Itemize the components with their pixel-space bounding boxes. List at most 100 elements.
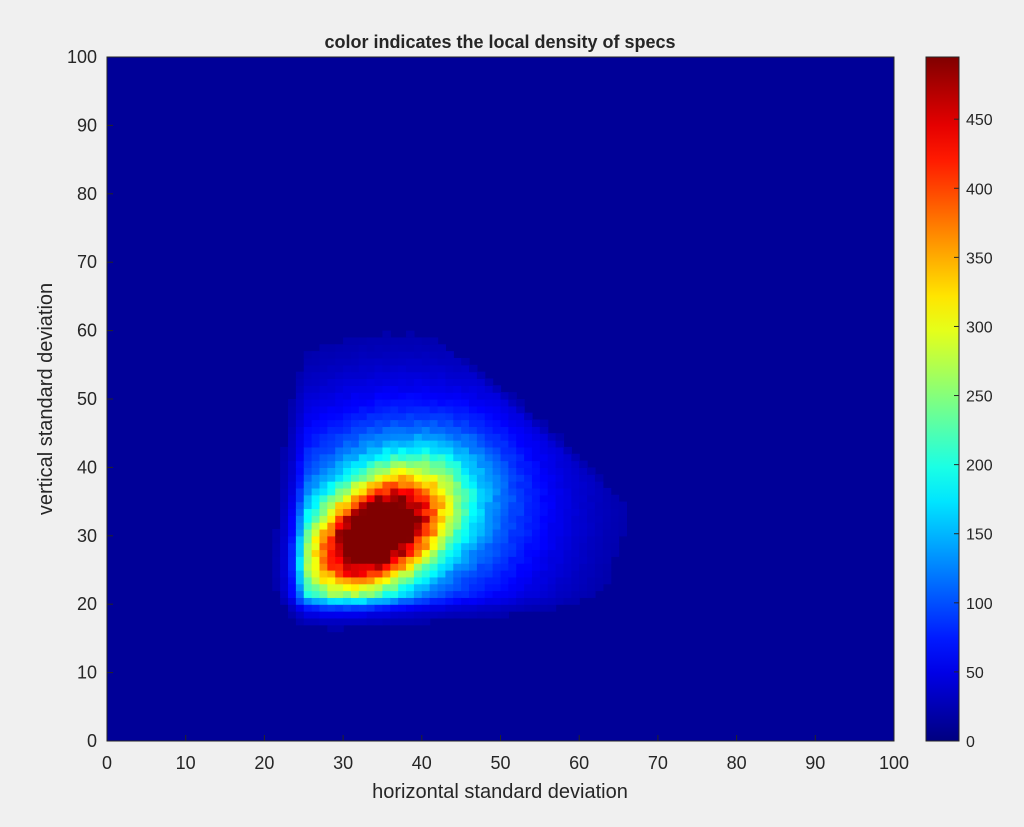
heatmap-cell (453, 501, 462, 510)
heatmap-cell (461, 474, 470, 482)
heatmap-cell (429, 412, 439, 421)
heatmap-cell (390, 405, 399, 414)
heatmap-cell (413, 549, 423, 557)
heatmap-cell (594, 528, 604, 537)
heatmap-cell (390, 467, 399, 475)
heatmap-cell (484, 556, 494, 564)
heatmap-cell (429, 426, 439, 434)
heatmap-cell (374, 460, 384, 468)
heatmap-cell (366, 576, 376, 585)
heatmap-cell (350, 604, 360, 612)
heatmap-cell (571, 501, 580, 510)
heatmap-cell (594, 556, 604, 564)
heatmap-cell (390, 556, 399, 564)
heatmap-cell (366, 419, 376, 427)
heatmap-cell (390, 487, 399, 496)
heatmap-cell (382, 344, 391, 352)
heatmap-cell (437, 446, 447, 455)
heatmap-cell (421, 371, 431, 380)
heatmap-cell (406, 378, 415, 386)
heatmap-cell (516, 501, 525, 510)
heatmap-cell (280, 501, 289, 510)
heatmap-cell (445, 604, 454, 612)
heatmap-cell (406, 487, 415, 496)
heatmap-cell (563, 563, 572, 571)
heatmap-cell (374, 611, 384, 619)
heatmap-cell (288, 474, 297, 482)
heatmap-cell (350, 528, 360, 537)
heatmap-cell (445, 515, 454, 523)
heatmap-cell (366, 351, 376, 359)
heatmap-cell (555, 549, 565, 557)
heatmap-cell (508, 508, 517, 516)
heatmap-cell (343, 535, 352, 544)
heatmap-cell (587, 474, 596, 482)
heatmap-cell (484, 576, 494, 585)
heatmap-cell (398, 549, 407, 557)
heatmap-cell (303, 590, 313, 598)
heatmap-cell (382, 385, 391, 393)
heatmap-cell (563, 583, 572, 592)
heatmap-cell (358, 535, 368, 544)
heatmap-cell (350, 481, 360, 489)
heatmap-cell (390, 481, 399, 489)
heatmap-cell (492, 549, 502, 557)
heatmap-cell (288, 467, 297, 475)
heatmap-cell (358, 481, 368, 489)
heatmap-cell (445, 590, 454, 598)
heatmap-cell (406, 426, 415, 434)
heatmap-cell (374, 378, 384, 386)
heatmap-cell (421, 351, 431, 359)
heatmap-cell (311, 590, 321, 598)
heatmap-cell (461, 460, 470, 468)
heatmap-cell (327, 385, 336, 393)
heatmap-cell (469, 535, 478, 544)
heatmap-cell (610, 528, 620, 537)
heatmap-cell (366, 542, 376, 551)
heatmap-cell (547, 535, 557, 544)
heatmap-cell (311, 563, 321, 571)
heatmap-cell (295, 549, 305, 557)
heatmap-cell (413, 433, 423, 441)
heatmap-cell (413, 542, 423, 551)
heatmap-cell (445, 364, 454, 373)
heatmap-cell (508, 528, 517, 537)
heatmap-cell (319, 583, 328, 592)
heatmap-cell (390, 570, 399, 578)
heatmap-cell (327, 522, 336, 530)
heatmap-cell (453, 549, 462, 557)
heatmap-cell (398, 487, 407, 496)
heatmap-cell (531, 487, 541, 496)
heatmap-cell (539, 460, 549, 468)
heatmap-cell (406, 474, 415, 482)
heatmap-cell (492, 426, 502, 434)
heatmap-cell (587, 515, 596, 523)
heatmap-cell (303, 508, 313, 516)
heatmap-cell (343, 460, 352, 468)
heatmap-cell (311, 481, 321, 489)
heatmap-cell (319, 378, 328, 386)
heatmap-cell (555, 460, 565, 468)
heatmap-cell (453, 371, 462, 380)
heatmap-cell (476, 474, 486, 482)
heatmap-cell (350, 460, 360, 468)
heatmap-cell (350, 501, 360, 510)
heatmap-cell (469, 597, 478, 605)
heatmap-cell (437, 344, 447, 352)
heatmap-cell (563, 590, 572, 598)
heatmap-cell (280, 542, 289, 551)
heatmap-cell (350, 344, 360, 352)
heatmap-cell (272, 535, 281, 544)
heatmap-cell (484, 426, 494, 434)
heatmap-cell (311, 446, 321, 455)
heatmap-cell (319, 501, 328, 510)
heatmap-cell (429, 419, 439, 427)
heatmap-cell (406, 364, 415, 373)
heatmap-cell (350, 542, 360, 551)
heatmap-cell (303, 604, 313, 612)
heatmap-cell (602, 542, 612, 551)
heatmap-cell (476, 556, 486, 564)
heatmap-cell (303, 542, 313, 551)
heatmap-cell (398, 597, 407, 605)
heatmap-cell (343, 426, 352, 434)
